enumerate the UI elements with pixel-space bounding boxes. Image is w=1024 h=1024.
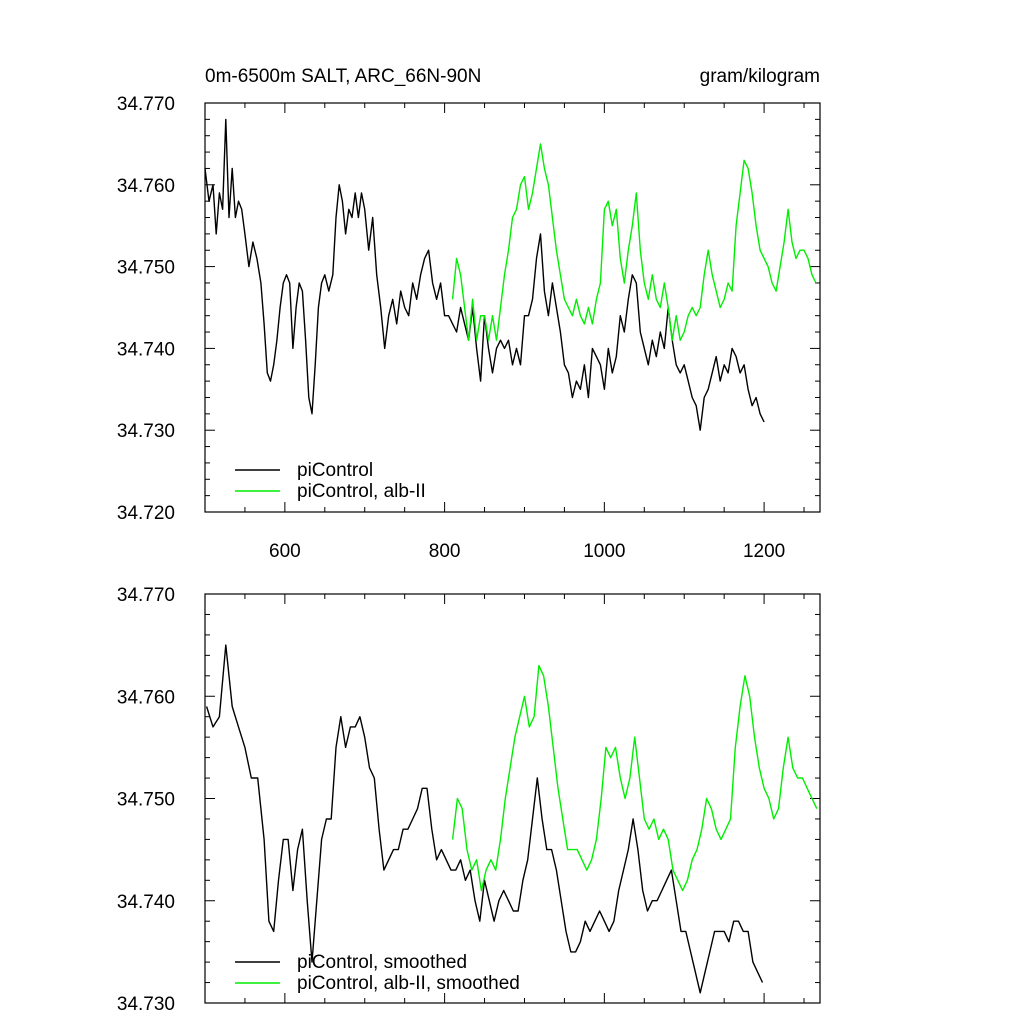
plot2-frame [204, 593, 821, 1004]
plot1-legend-label-2: piControl, alb-II [297, 481, 426, 502]
plot1-frame [204, 102, 821, 513]
plot2-legend-label-1: piControl, smoothed [297, 952, 467, 973]
plot2-y-tick-label: 34.760 [117, 687, 175, 708]
plot1-y-tick-label: 34.750 [117, 258, 175, 279]
plot1-series-line-1 [204, 118, 765, 431]
plot1-y-tick-label: 34.720 [117, 503, 175, 524]
plot2-series-line-2 [451, 664, 818, 892]
chart-title-left: 0m-6500m SALT, ARC_66N-90N [205, 66, 481, 87]
plot1-y-tick-label: 34.740 [117, 339, 175, 360]
plot1-series-line-2 [451, 143, 817, 341]
plot2-y-tick-label: 34.750 [117, 790, 175, 811]
plot1-x-tick-label: 600 [269, 541, 301, 562]
plot2-y-tick-label: 34.770 [117, 585, 175, 606]
plot2-legend-label-2: piControl, alb-II, smoothed [297, 973, 520, 994]
plot1-y-tick-label: 34.770 [117, 94, 175, 115]
plot1-y-tick-label: 34.760 [117, 176, 175, 197]
plot2-series-line-1 [205, 644, 764, 994]
plot1-x-tick-label: 800 [429, 541, 461, 562]
plot1-x-tick-label: 1000 [583, 541, 625, 562]
plot2-y-tick-label: 34.740 [117, 892, 175, 913]
plot2-y-tick-label: 34.730 [117, 994, 175, 1015]
chart-title-right: gram/kilogram [700, 66, 820, 87]
plot1-x-tick-label: 1200 [743, 541, 785, 562]
plot1-legend-label-1: piControl [297, 460, 373, 481]
plot1-y-tick-label: 34.730 [117, 421, 175, 442]
